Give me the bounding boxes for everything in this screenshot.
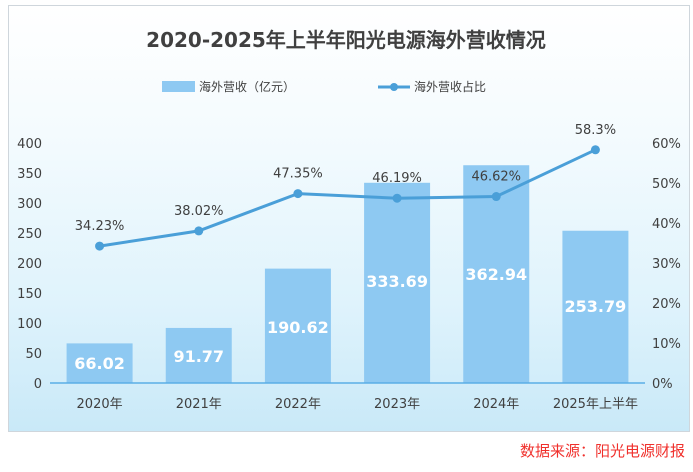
x-tick-label: 2024年 [473,397,519,412]
bar [165,327,232,383]
bar-value-label: 362.94 [465,265,527,284]
legend-line-label: 海外营收占比 [414,79,486,94]
left-tick-label: 50 [25,347,42,362]
bar [66,343,133,383]
x-tick-label: 2022年 [275,397,321,412]
left-tick-label: 350 [17,167,42,182]
left-tick-label: 200 [17,257,42,272]
bar-value-label: 91.77 [173,347,224,366]
line-point [590,145,600,155]
right-tick-label: 40% [652,217,681,232]
bar-value-label: 190.62 [267,318,329,337]
chart-title: 2020-2025年上半年阳光电源海外营收情况 [146,28,546,52]
left-tick-label: 0 [34,377,42,392]
bar [364,182,431,383]
bar [463,165,530,383]
line-value-label: 46.19% [372,171,422,186]
legend-bar-label: 海外营收（亿元） [199,79,295,94]
right-tick-label: 50% [652,177,681,192]
legend-bar-swatch [162,81,195,92]
line-series [99,148,597,248]
bar-value-label: 333.69 [366,272,428,291]
line-point [194,226,204,236]
x-tick-label: 2021年 [176,397,222,412]
right-tick-label: 0% [652,377,673,392]
right-tick-label: 10% [652,337,681,352]
line-value-label: 46.62% [471,170,521,185]
line-value-label: 34.23% [75,219,125,234]
left-tick-label: 300 [17,197,42,212]
line-point [95,241,105,251]
x-tick-label: 2023年 [374,397,420,412]
line-value-label: 47.35% [273,167,323,182]
x-tick-label: 2025年上半年 [553,397,638,412]
bar-value-label: 253.79 [565,297,627,316]
left-tick-label: 400 [17,137,42,152]
right-tick-label: 20% [652,297,681,312]
bar-value-label: 66.02 [74,354,125,373]
line-point [293,189,303,199]
line-value-label: 58.3% [575,123,616,138]
right-tick-label: 30% [652,257,681,272]
bar [264,268,331,383]
bar [562,230,629,383]
line-point [392,193,402,203]
left-tick-label: 150 [17,287,42,302]
line-value-label: 38.02% [174,204,224,219]
left-tick-label: 100 [17,317,42,332]
right-tick-label: 60% [652,137,681,152]
legend-line-marker [390,83,398,91]
x-tick-label: 2020年 [77,397,123,412]
left-tick-label: 250 [17,227,42,242]
line-point [491,192,501,202]
source-note: 数据来源：阳光电源财报 [519,442,685,460]
